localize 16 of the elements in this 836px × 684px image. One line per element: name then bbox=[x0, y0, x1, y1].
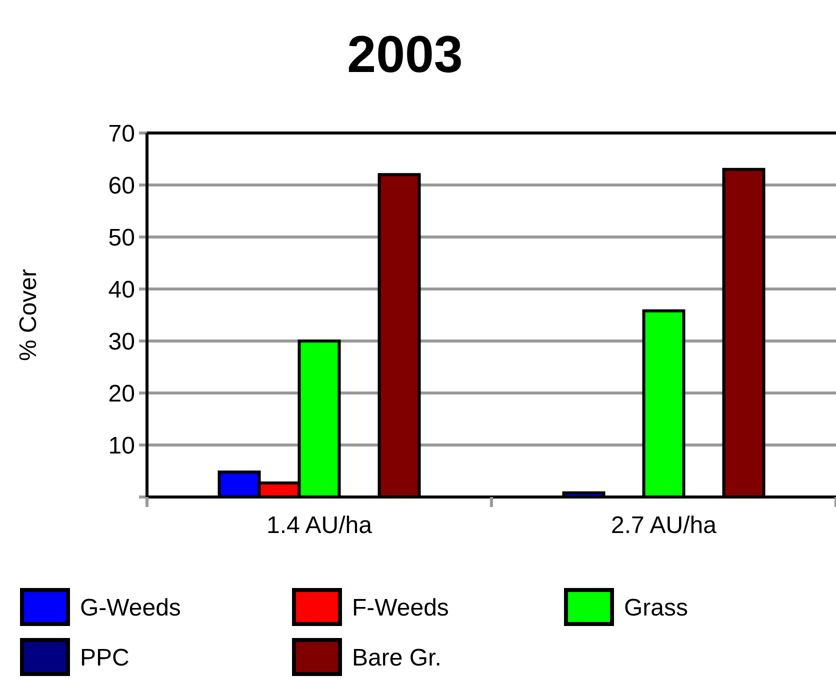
legend-label: F-Weeds bbox=[352, 594, 449, 622]
y-tick-label: 70 bbox=[108, 120, 135, 148]
y-tick-label: 20 bbox=[108, 380, 135, 408]
x-tick-label: 2.7 AU/ha bbox=[611, 512, 718, 539]
legend-label: Bare Gr. bbox=[352, 644, 442, 672]
legend-label: Grass bbox=[624, 594, 688, 622]
y-tick-label: 30 bbox=[108, 328, 135, 356]
y-axis-title: % Cover bbox=[15, 268, 42, 362]
y-tick-label: 60 bbox=[108, 172, 135, 200]
y-tick-label: 40 bbox=[108, 276, 135, 304]
x-tick-label: 1.4 AU/ha bbox=[266, 512, 373, 539]
legend-label: PPC bbox=[80, 644, 130, 672]
y-tick-label: 10 bbox=[108, 432, 135, 460]
chart-title: 2003 bbox=[347, 26, 463, 84]
y-tick-label: 50 bbox=[108, 224, 135, 252]
legend-label: G-Weeds bbox=[80, 594, 181, 622]
